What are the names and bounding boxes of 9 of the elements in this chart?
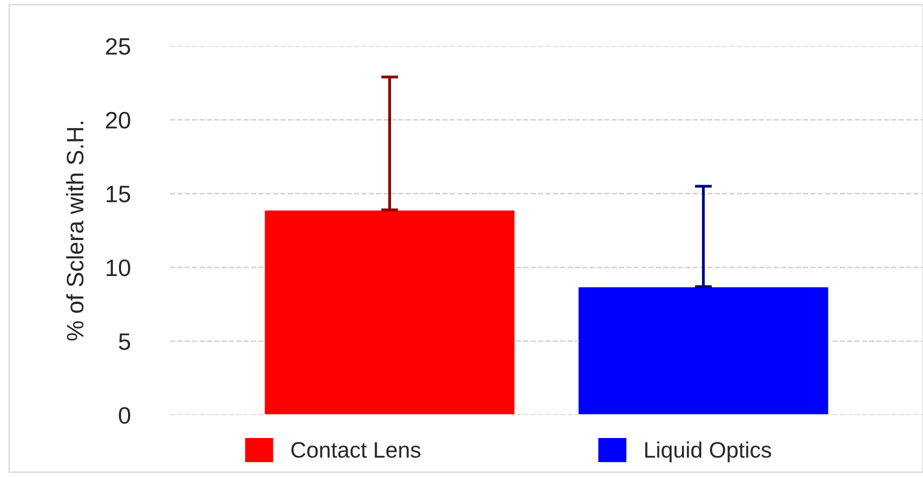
y-tick-label: 5 xyxy=(118,334,130,350)
y-tick-label: 10 xyxy=(106,259,130,276)
y-tick-label: 25 xyxy=(106,38,130,55)
y-tick-label: 0 xyxy=(118,407,130,424)
legend-label: Contact Lens xyxy=(291,442,420,458)
y-tick-label: 20 xyxy=(106,112,130,129)
legend-label: Liquid Optics xyxy=(645,441,772,462)
y-tick-label: 15 xyxy=(106,186,130,202)
y-axis-title: % of Sclera with S.H. xyxy=(66,122,84,341)
